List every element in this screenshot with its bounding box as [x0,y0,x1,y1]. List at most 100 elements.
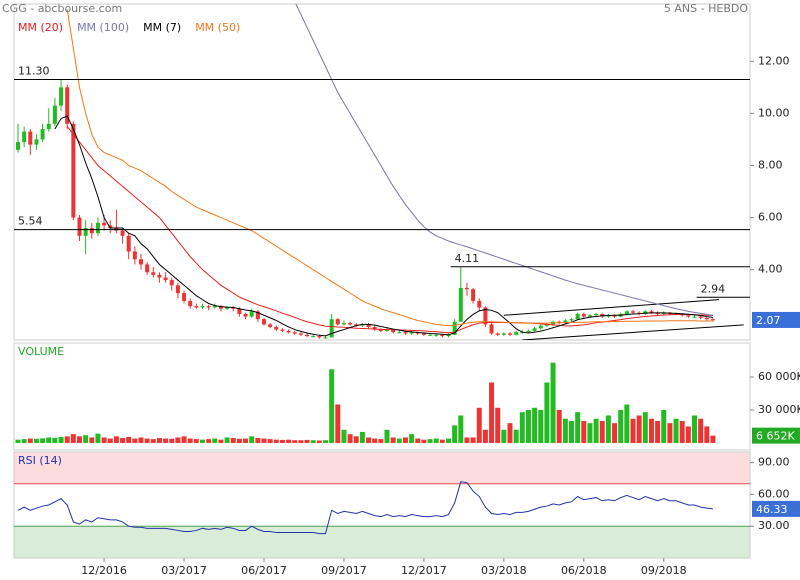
volume-bar [169,438,175,443]
volume-bar [489,382,495,443]
candle-body [458,287,463,322]
legend-entry: MM (100) [77,21,129,34]
volume-bar [310,440,316,443]
candle-body [194,306,199,308]
x-tick-label: 12/2016 [81,564,127,577]
volume-bar [27,438,33,443]
volume-bar [476,407,482,443]
volume-bar [458,415,464,443]
candle-body [649,311,654,313]
volume-bar [667,423,673,443]
candle-body [40,129,45,140]
volume-bar [279,439,285,443]
candle-body [280,329,285,331]
candle-body [704,317,709,320]
volume-bar [581,420,587,443]
volume-bar [218,439,224,443]
volume-bar [341,429,347,443]
candle-body [692,316,697,318]
volume-bar [181,436,187,443]
candle-body [163,277,168,281]
candle-body [464,287,469,290]
volume-bar [544,382,550,443]
volume-bar [323,440,328,443]
volume-bar [77,436,82,443]
volume-bar [648,418,654,443]
candle-body [489,324,494,334]
volume-bar [212,438,218,443]
volume-bar [710,435,716,443]
volume-bar [421,439,427,443]
volume-bar [107,438,113,443]
candle-body [286,330,291,333]
candle-body [391,329,396,333]
candle-body [218,306,223,309]
volume-bar [692,415,697,443]
x-tick-label: 09/2018 [641,564,687,577]
candle-body [28,131,33,145]
candle-body [483,307,488,325]
volume-bar [378,439,384,443]
candle-body [631,311,635,313]
volume-bar [255,438,261,443]
candle-body [52,105,57,124]
candle-body [495,333,500,335]
volume-bar [624,404,630,443]
volume-bar [396,438,402,443]
candle-body [120,230,125,236]
level-label: 4.11 [455,252,480,265]
volume-bar [175,437,181,443]
volume-bar [132,438,138,443]
candle-body [612,315,617,317]
candle-body [446,334,451,337]
candle-body [501,333,506,335]
candle-body [354,324,359,326]
x-tick-label: 06/2017 [241,564,287,577]
candle-body [139,259,143,265]
volume-bar [304,439,310,443]
volume-bar [698,418,704,443]
candle-body [206,306,211,308]
volume-bar [562,418,568,443]
volume-bar [390,437,396,443]
legend-entry: MM (7) [143,21,181,34]
candle-body [65,87,70,124]
volume-bar [446,438,451,443]
candle-body [182,293,187,301]
volume-bar [316,440,322,443]
candle-body [231,307,236,309]
candle-body [323,337,328,339]
moving-average-line [54,115,714,337]
candle-body [151,272,156,275]
candle-body [624,311,629,314]
candle-body [600,313,605,317]
last-value-box [752,311,800,328]
volume-bar [550,362,556,443]
volume-bar [409,434,415,443]
volume-bar [685,426,691,443]
volume-bar [630,418,636,443]
candle-body [311,336,316,338]
volume-bar [267,439,273,443]
candle-body [16,142,20,150]
rsi-line [17,481,714,535]
moving-average-line [295,4,714,316]
volume-bar [359,431,365,443]
candle-body [569,319,574,321]
volume-bar [292,440,298,443]
volume-bar [587,423,593,443]
volume-bar [150,439,156,443]
volume-bar [335,404,341,443]
candle-body [77,217,82,236]
candle-body [126,235,131,252]
candle-body [243,313,248,317]
volume-bar [187,438,193,443]
x-tick-label: 03/2017 [161,564,207,577]
volume-bar [495,407,501,443]
candle-body [95,222,100,234]
volume-bar [113,436,119,443]
volume-bar [163,438,169,443]
volume-bar [206,439,212,443]
last-value-box [752,427,800,444]
